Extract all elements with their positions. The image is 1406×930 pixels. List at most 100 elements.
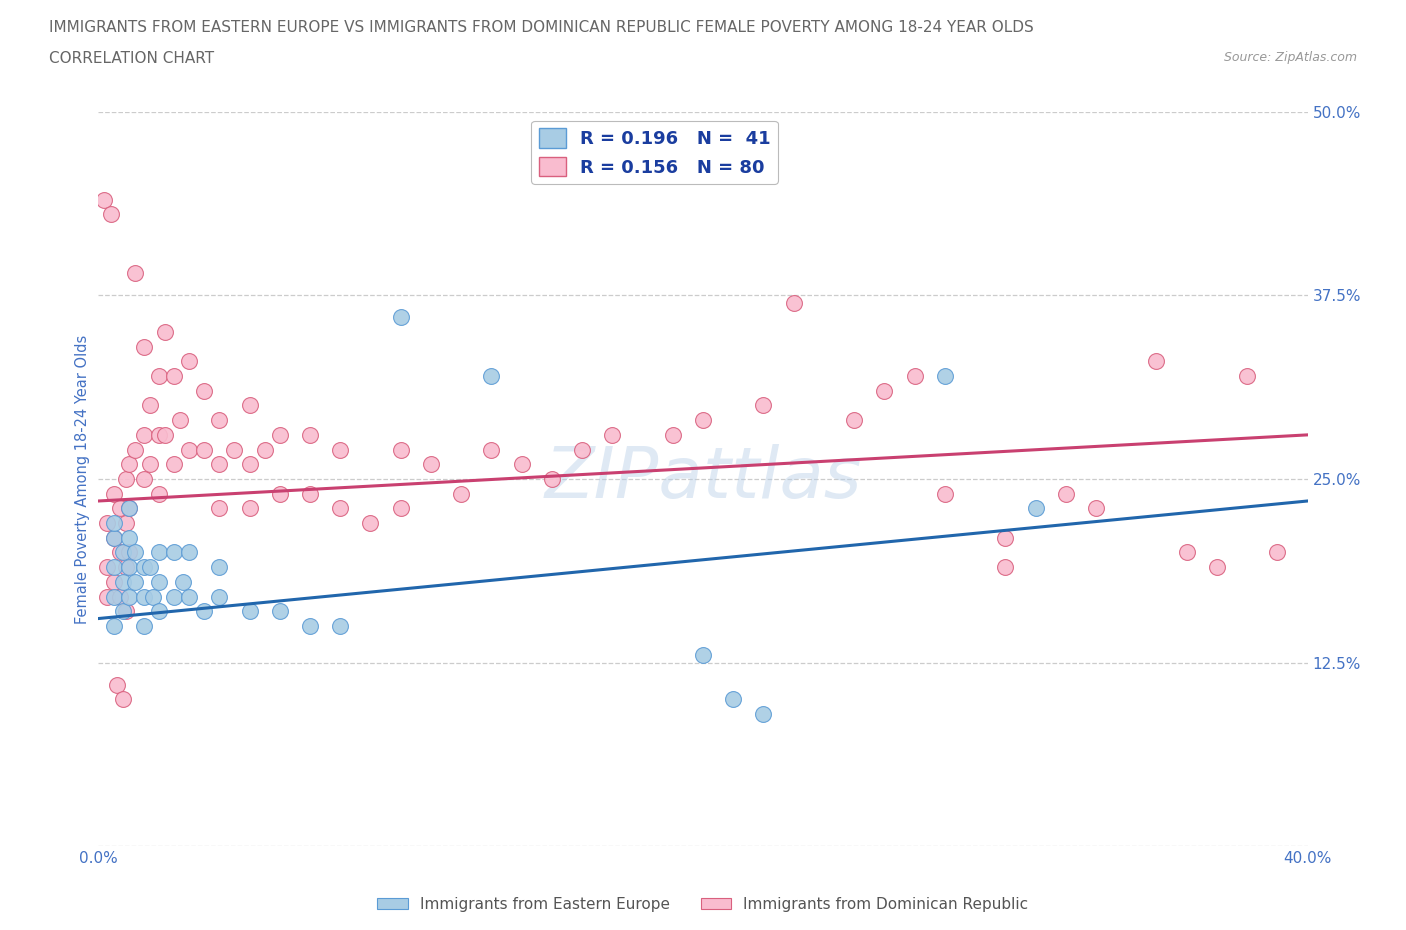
Point — [1144, 354, 1167, 369]
Point — [1267, 545, 1289, 560]
Point — [389, 310, 412, 325]
Point — [118, 501, 141, 516]
Point — [389, 442, 412, 457]
Point — [118, 501, 141, 516]
Point — [540, 472, 562, 486]
Point — [179, 545, 201, 560]
Point — [108, 545, 131, 560]
Point — [132, 339, 155, 354]
Point — [1054, 486, 1077, 501]
Point — [148, 486, 170, 501]
Point — [1175, 545, 1198, 560]
Legend: Immigrants from Eastern Europe, Immigrants from Dominican Republic: Immigrants from Eastern Europe, Immigran… — [371, 891, 1035, 918]
Legend: R = 0.196   N =  41, R = 0.156   N = 80: R = 0.196 N = 41, R = 0.156 N = 80 — [531, 121, 778, 184]
Point — [208, 560, 231, 575]
Point — [163, 457, 186, 472]
Point — [148, 575, 170, 590]
Point — [783, 295, 806, 310]
Point — [360, 515, 382, 530]
Point — [934, 368, 956, 383]
Point — [132, 618, 155, 633]
Point — [329, 442, 352, 457]
Point — [299, 428, 322, 443]
Point — [103, 575, 125, 590]
Point — [269, 604, 291, 618]
Point — [163, 368, 186, 383]
Point — [1206, 560, 1229, 575]
Point — [103, 560, 125, 575]
Text: IMMIGRANTS FROM EASTERN EUROPE VS IMMIGRANTS FROM DOMINICAN REPUBLIC FEMALE POVE: IMMIGRANTS FROM EASTERN EUROPE VS IMMIGR… — [49, 20, 1033, 35]
Point — [111, 604, 134, 618]
Point — [208, 501, 231, 516]
Point — [118, 560, 141, 575]
Point — [179, 442, 201, 457]
Point — [108, 589, 131, 604]
Point — [93, 193, 115, 207]
Point — [208, 457, 231, 472]
Point — [118, 589, 141, 604]
Point — [239, 501, 262, 516]
Point — [163, 589, 186, 604]
Point — [420, 457, 443, 472]
Point — [105, 677, 128, 692]
Point — [299, 486, 322, 501]
Point — [193, 604, 215, 618]
Point — [132, 472, 155, 486]
Point — [752, 398, 775, 413]
Point — [269, 486, 291, 501]
Point — [510, 457, 533, 472]
Point — [193, 442, 215, 457]
Point — [139, 398, 162, 413]
Y-axis label: Female Poverty Among 18-24 Year Olds: Female Poverty Among 18-24 Year Olds — [75, 334, 90, 624]
Point — [103, 486, 125, 501]
Point — [124, 575, 146, 590]
Point — [224, 442, 246, 457]
Point — [96, 589, 118, 604]
Point — [169, 413, 191, 428]
Point — [692, 413, 714, 428]
Point — [873, 383, 896, 398]
Point — [118, 457, 141, 472]
Point — [1236, 368, 1258, 383]
Point — [239, 398, 262, 413]
Point — [239, 604, 262, 618]
Point — [153, 325, 176, 339]
Point — [132, 428, 155, 443]
Point — [661, 428, 683, 443]
Point — [239, 457, 262, 472]
Point — [108, 501, 131, 516]
Point — [114, 604, 136, 618]
Point — [172, 575, 194, 590]
Point — [329, 618, 352, 633]
Point — [103, 618, 125, 633]
Point — [139, 457, 162, 472]
Point — [208, 413, 231, 428]
Point — [111, 575, 134, 590]
Point — [103, 589, 125, 604]
Point — [96, 560, 118, 575]
Point — [299, 618, 322, 633]
Point — [114, 472, 136, 486]
Point — [934, 486, 956, 501]
Point — [148, 428, 170, 443]
Point — [132, 560, 155, 575]
Point — [329, 501, 352, 516]
Point — [111, 545, 134, 560]
Point — [114, 515, 136, 530]
Point — [148, 368, 170, 383]
Point — [114, 560, 136, 575]
Point — [139, 560, 162, 575]
Point — [100, 207, 122, 222]
Point — [103, 530, 125, 545]
Point — [253, 442, 276, 457]
Point — [844, 413, 866, 428]
Point — [1085, 501, 1108, 516]
Point — [752, 707, 775, 722]
Point — [904, 368, 927, 383]
Point — [193, 383, 215, 398]
Point — [481, 368, 503, 383]
Point — [148, 545, 170, 560]
Point — [153, 428, 176, 443]
Point — [571, 442, 593, 457]
Point — [118, 530, 141, 545]
